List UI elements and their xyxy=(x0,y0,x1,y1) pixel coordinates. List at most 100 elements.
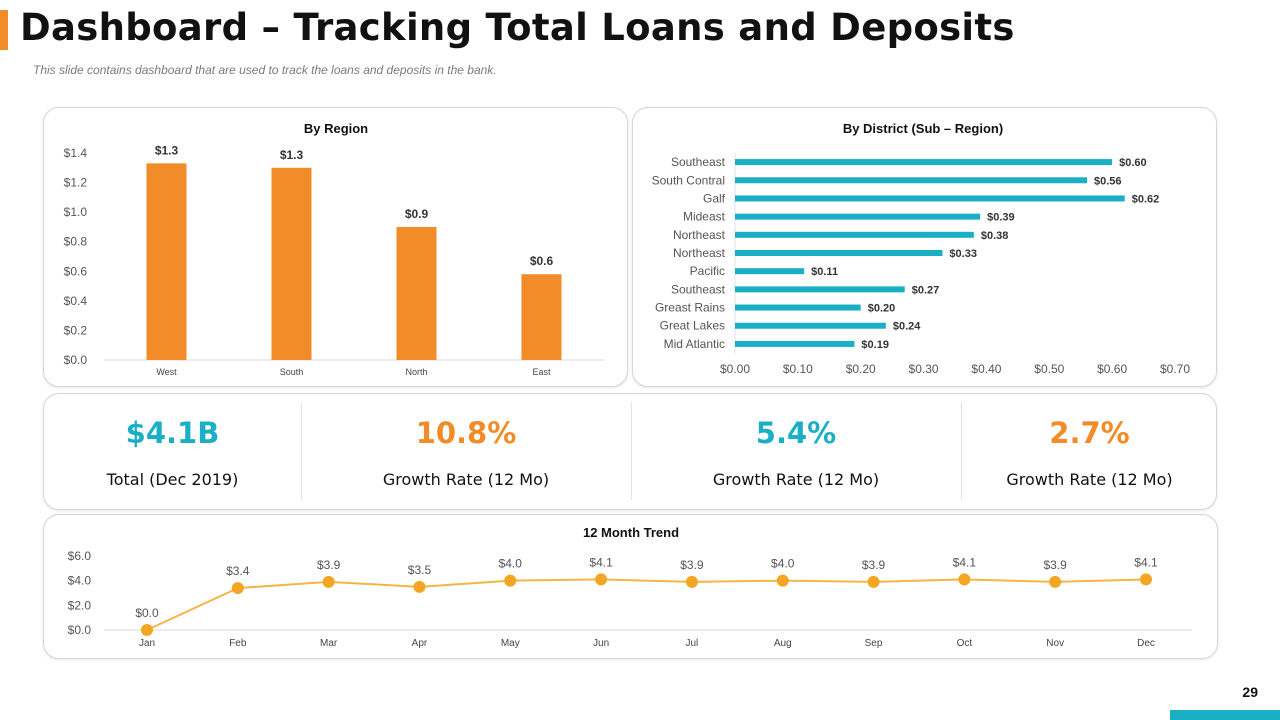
trend-point xyxy=(867,575,880,588)
trend-point xyxy=(685,575,698,588)
kpi-growth-1-value: 10.8% xyxy=(415,416,517,450)
trend-point-value-label: $3.9 xyxy=(680,558,704,572)
district-y-tick-label: Greast Rains xyxy=(655,301,725,315)
trend-point-value-label: $4.0 xyxy=(499,557,523,571)
district-bar-value-label: $0.24 xyxy=(893,321,921,333)
region-bar xyxy=(396,226,437,360)
region-bar-value-label: $0.6 xyxy=(530,254,554,268)
trend-x-tick-label: Jul xyxy=(686,638,699,649)
district-x-tick-label: $0.00 xyxy=(720,362,750,376)
region-x-tick-label: North xyxy=(405,367,427,377)
page-number: 29 xyxy=(1242,684,1258,700)
kpi-total: $4.1B Total (Dec 2019) xyxy=(44,394,301,509)
trend-x-tick-label: Jun xyxy=(593,638,609,649)
region-y-tick-label: $0.2 xyxy=(64,323,88,337)
district-x-tick-label: $0.30 xyxy=(909,362,939,376)
district-x-tick-label: $0.50 xyxy=(1034,362,1064,376)
trend-point xyxy=(958,573,971,586)
region-y-tick-label: $1.4 xyxy=(64,146,88,160)
district-bar xyxy=(735,250,943,256)
trend-point-value-label: $0.0 xyxy=(135,606,159,620)
region-x-tick-label: West xyxy=(156,367,177,377)
district-bar-value-label: $0.27 xyxy=(912,284,940,296)
district-x-tick-label: $0.40 xyxy=(971,362,1001,376)
district-bar xyxy=(735,177,1087,184)
trend-x-tick-label: Jan xyxy=(139,638,155,649)
kpi-divider xyxy=(631,402,632,500)
page-title: Dashboard – Tracking Total Loans and Dep… xyxy=(20,6,1015,49)
kpi-growth-2: 5.4% Growth Rate (12 Mo) xyxy=(631,394,961,509)
district-y-tick-label: Northeast xyxy=(673,228,726,242)
trend-point xyxy=(141,624,153,636)
footer-accent-bar xyxy=(1170,710,1280,720)
trend-y-tick-label: $0.0 xyxy=(68,623,92,637)
trend-point xyxy=(413,580,426,593)
region-y-tick-label: $1.2 xyxy=(64,176,88,190)
region-bar-chart: By Region $0.0 $0.2 $0.4 $0.6 $0.8 $1.0 $1.2 $1.… xyxy=(64,121,604,377)
region-y-tick-label: $0.0 xyxy=(64,353,88,367)
district-x-tick-label: $0.10 xyxy=(783,362,813,376)
region-y-tick-label: $0.4 xyxy=(64,294,88,308)
district-y-tick-label: Galf xyxy=(703,191,726,205)
trend-y-tick-label: $2.0 xyxy=(68,598,92,612)
kpi-divider xyxy=(961,402,962,500)
region-chart-title: By Region xyxy=(304,121,368,136)
trend-x-tick-label: May xyxy=(501,638,520,649)
kpi-growth-2-value: 5.4% xyxy=(755,416,837,450)
trend-point xyxy=(1140,573,1152,586)
district-bar xyxy=(735,213,981,220)
region-y-tick-label: $1.0 xyxy=(64,205,88,219)
trend-x-tick-label: Dec xyxy=(1137,638,1155,649)
trend-y-tick-label: $4.0 xyxy=(68,574,92,588)
trend-point xyxy=(776,574,789,587)
trend-point-value-label: $4.1 xyxy=(589,555,613,569)
trend-point-value-label: $3.4 xyxy=(226,564,250,578)
district-bar xyxy=(735,322,886,329)
district-bar xyxy=(735,304,861,311)
district-bar-value-label: $0.56 xyxy=(1094,175,1122,187)
region-bar xyxy=(271,167,312,360)
district-y-tick-label: Southeast xyxy=(671,282,726,296)
kpi-growth-1: 10.8% Growth Rate (12 Mo) xyxy=(301,394,631,509)
district-chart-card: By District (Sub – Region) Southeast $0.60… xyxy=(632,107,1217,387)
trend-x-tick-label: Nov xyxy=(1046,638,1064,649)
trend-point xyxy=(322,575,335,588)
trend-point xyxy=(595,573,608,586)
district-bar xyxy=(735,159,1113,166)
trend-point-value-label: $3.9 xyxy=(317,558,341,572)
district-y-tick-label: Northeast xyxy=(673,246,726,260)
district-chart-title: By District (Sub – Region) xyxy=(843,121,1003,136)
kpi-card: $4.1B Total (Dec 2019) 10.8% Growth Rate… xyxy=(43,393,1217,510)
kpi-divider xyxy=(301,402,302,500)
district-bar-value-label: $0.11 xyxy=(811,266,838,278)
district-y-tick-label: Great Lakes xyxy=(660,319,725,333)
district-bar-value-label: $0.33 xyxy=(949,248,977,260)
trend-point xyxy=(1049,575,1062,588)
trend-point xyxy=(504,574,517,587)
title-accent-bar xyxy=(0,10,8,50)
region-x-tick-label: South xyxy=(280,367,304,377)
district-bar-chart: By District (Sub – Region) Southeast $0.60… xyxy=(652,121,1191,376)
trend-x-tick-label: Apr xyxy=(412,638,428,649)
kpi-growth-3-value: 2.7% xyxy=(1049,416,1130,450)
district-y-tick-label: Mideast xyxy=(683,210,726,224)
region-chart-card: By Region $0.0 $0.2 $0.4 $0.6 $0.8 $1.0 $1.2 $1.… xyxy=(43,107,628,387)
district-y-tick-label: South Contral xyxy=(652,173,725,187)
region-bar xyxy=(146,163,187,360)
district-bar-value-label: $0.38 xyxy=(981,230,1009,242)
region-x-tick-label: East xyxy=(532,367,551,377)
kpi-growth-2-label: Growth Rate (12 Mo) xyxy=(712,470,880,489)
district-x-tick-label: $0.70 xyxy=(1160,362,1190,376)
district-bar xyxy=(735,231,974,238)
district-bar xyxy=(735,286,905,293)
district-bar xyxy=(735,195,1125,202)
kpi-total-label: Total (Dec 2019) xyxy=(106,470,239,489)
trend-chart-title: 12 Month Trend xyxy=(583,525,679,540)
region-bar-value-label: $1.3 xyxy=(155,143,179,157)
kpi-growth-3: 2.7% Growth Rate (12 Mo) xyxy=(961,394,1216,509)
district-bar-value-label: $0.39 xyxy=(987,212,1015,224)
district-y-tick-label: Mid Atlantic xyxy=(664,337,725,351)
trend-point-value-label: $4.0 xyxy=(771,557,795,571)
trend-point-value-label: $3.5 xyxy=(408,563,432,577)
district-bar-value-label: $0.19 xyxy=(861,339,889,351)
